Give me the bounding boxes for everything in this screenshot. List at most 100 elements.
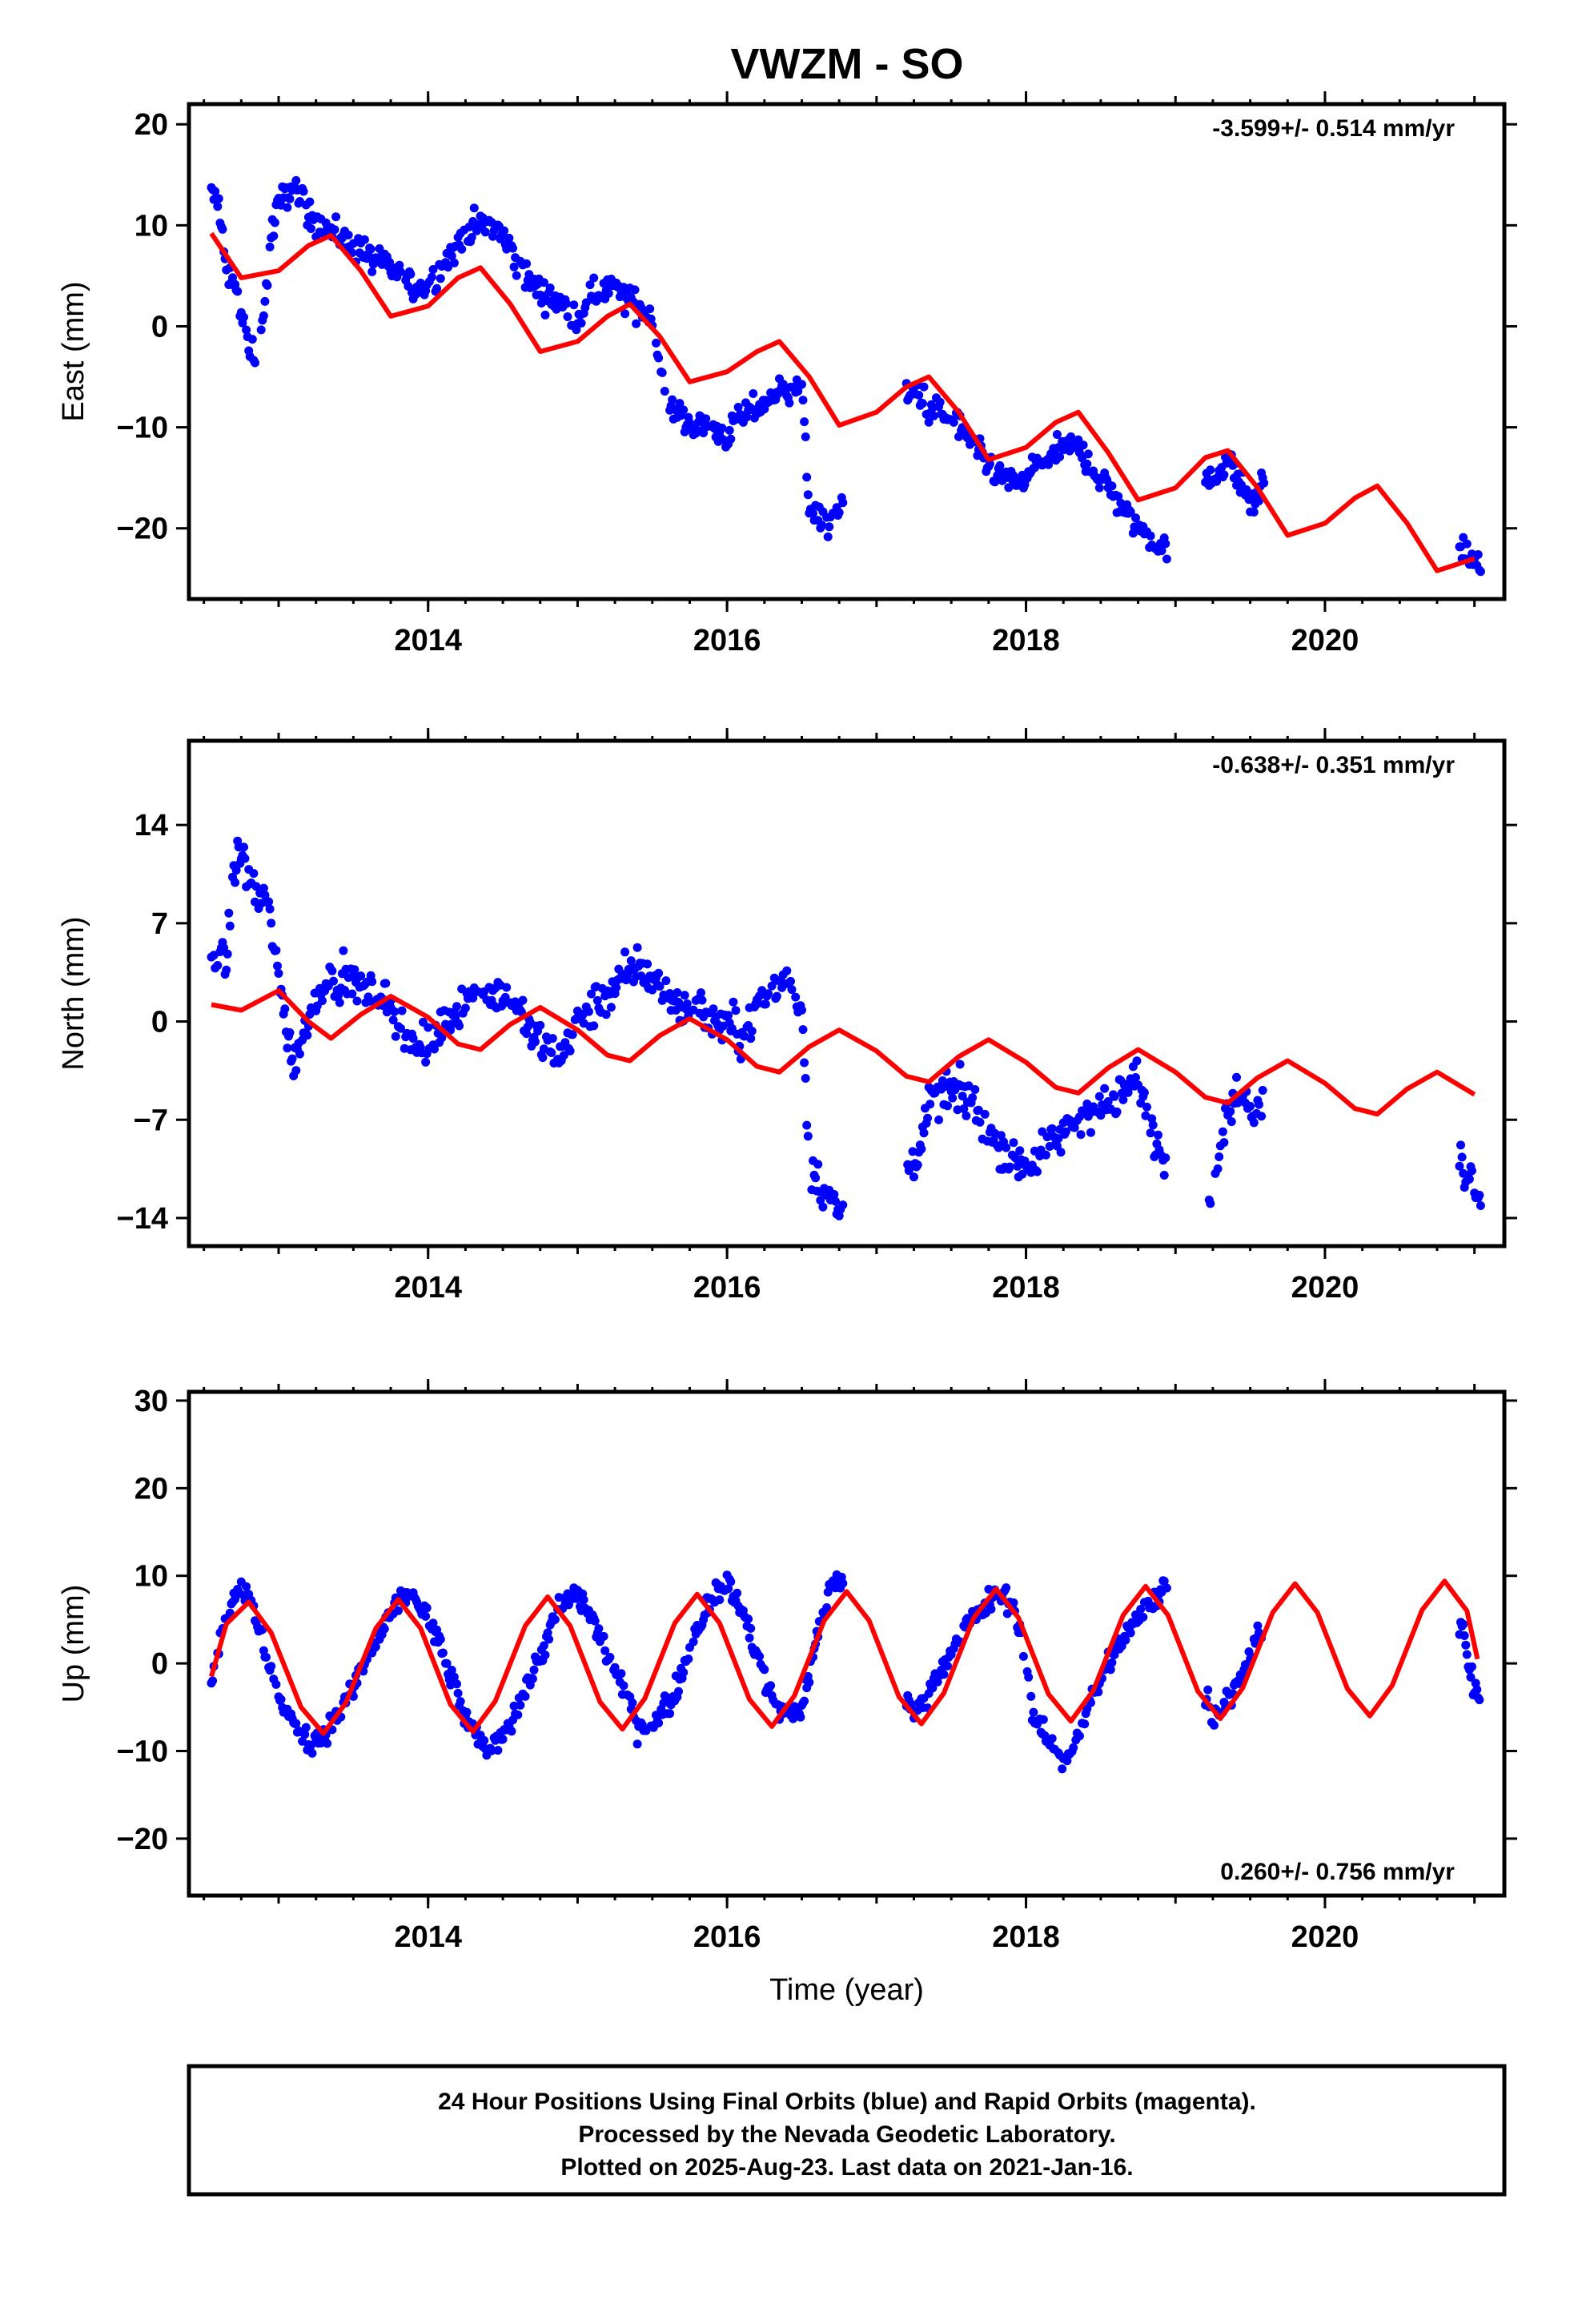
data-point	[823, 532, 833, 541]
data-point	[974, 1105, 983, 1115]
data-point	[569, 300, 579, 310]
data-point	[462, 1707, 472, 1717]
data-point	[516, 1700, 525, 1710]
data-point	[1255, 497, 1263, 505]
x-tick-label: 2018	[992, 1920, 1060, 1954]
data-point	[291, 175, 301, 185]
footer-box: 24 Hour Positions Using Final Orbits (bl…	[187, 2064, 1507, 2197]
data-point	[441, 1019, 450, 1029]
data-point	[605, 1652, 615, 1662]
footer-line-3: Plotted on 2025-Aug-23. Last data on 202…	[560, 2154, 1133, 2181]
data-point	[539, 1641, 548, 1651]
data-point	[396, 1023, 405, 1033]
data-point	[1219, 1138, 1229, 1148]
data-point	[422, 1603, 432, 1613]
plot-frame	[187, 738, 1507, 1248]
data-point	[800, 1058, 809, 1068]
data-point	[755, 1651, 765, 1661]
data-point	[786, 976, 795, 986]
data-point	[689, 1637, 698, 1647]
data-point	[528, 1674, 537, 1683]
data-point	[674, 1687, 683, 1696]
data-point	[1015, 1146, 1025, 1156]
data-point	[699, 428, 709, 438]
data-point	[671, 405, 681, 415]
data-point	[359, 235, 369, 244]
data-point	[1457, 1152, 1467, 1162]
data-point	[679, 405, 689, 415]
data-point	[592, 995, 602, 1005]
data-point	[838, 498, 848, 508]
data-point	[1159, 1171, 1169, 1180]
data-point	[929, 411, 938, 420]
data-point	[249, 869, 259, 879]
plot-frame	[187, 102, 1507, 601]
data-point	[259, 883, 268, 893]
data-point	[550, 1614, 560, 1624]
data-point	[1121, 1635, 1130, 1645]
data-point	[271, 1679, 281, 1689]
data-point	[697, 995, 707, 1005]
data-point	[231, 878, 240, 887]
model-curve	[209, 231, 1476, 573]
data-point	[657, 368, 667, 377]
data-point	[1460, 1631, 1469, 1640]
data-point	[239, 842, 248, 852]
data-point	[834, 508, 844, 517]
data-point	[453, 1688, 463, 1698]
data-point	[531, 1037, 540, 1047]
data-point	[539, 278, 548, 287]
data-point	[726, 434, 736, 444]
data-point	[303, 1031, 312, 1040]
data-point	[467, 233, 476, 242]
data-point	[943, 1661, 952, 1671]
data-point	[679, 1667, 689, 1677]
data-point	[1215, 1152, 1224, 1161]
data-point	[620, 947, 630, 957]
data-point	[447, 1666, 456, 1675]
data-point	[285, 194, 295, 203]
data-point	[801, 432, 810, 441]
data-point	[225, 921, 235, 931]
data-point	[1052, 430, 1062, 439]
data-point	[356, 971, 366, 981]
data-point	[697, 988, 705, 998]
data-point	[1161, 539, 1170, 549]
data-point	[980, 1109, 990, 1119]
data-point	[606, 1003, 616, 1012]
data-point	[604, 288, 613, 298]
data-point	[1136, 1605, 1146, 1614]
data-point	[943, 1101, 952, 1111]
data-point	[563, 312, 572, 321]
data-point	[367, 267, 377, 276]
data-point	[1018, 1651, 1028, 1661]
data-point	[1086, 1128, 1095, 1137]
data-point	[1070, 1123, 1079, 1132]
data-point	[436, 1634, 445, 1644]
data-point	[632, 1739, 642, 1749]
data-point	[959, 1104, 969, 1113]
data-point	[1080, 1719, 1090, 1729]
data-point	[1047, 1124, 1057, 1133]
data-point	[744, 1614, 753, 1624]
data-point	[270, 218, 279, 227]
data-point	[1054, 1134, 1063, 1144]
data-point	[544, 1634, 554, 1644]
data-point	[928, 1683, 938, 1693]
data-point	[1242, 485, 1251, 494]
data-point	[559, 1051, 568, 1060]
data-point	[335, 998, 344, 1007]
data-point	[767, 981, 777, 991]
data-point	[1024, 1672, 1034, 1682]
y-tick-label: −7	[134, 1104, 168, 1137]
data-point	[818, 1202, 828, 1212]
data-point	[1246, 1101, 1255, 1111]
data-point	[725, 425, 734, 435]
y-tick-label: 0	[151, 1647, 168, 1681]
data-point	[1154, 1130, 1162, 1140]
data-point	[456, 1697, 465, 1707]
data-point	[447, 251, 456, 261]
y-tick-label: −20	[117, 513, 168, 546]
data-point	[1094, 483, 1104, 493]
data-point	[1461, 1640, 1471, 1650]
